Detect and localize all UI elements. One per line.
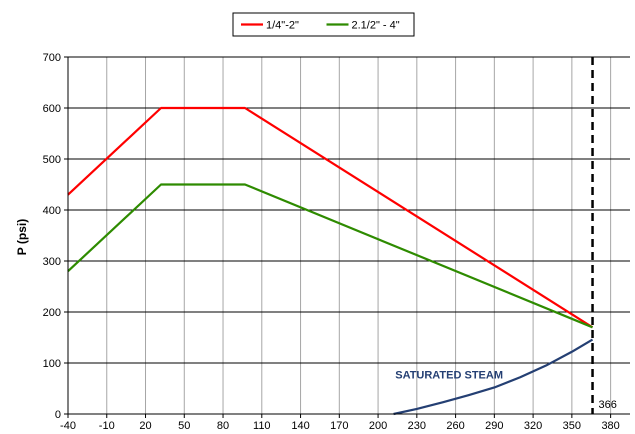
- y-axis-label: P (psi): [15, 219, 29, 255]
- x-tick-label: 320: [524, 420, 542, 432]
- x-tick-label: -40: [60, 420, 76, 432]
- series-layer: [67, 106, 594, 416]
- axis-layer: -40 -10 20 50 80 110 140 170 200 230 260 290 320 350 3…: [43, 52, 630, 432]
- x-tick-label: 170: [330, 420, 348, 432]
- x-tick-label: 110: [253, 420, 271, 432]
- x-tick-label: 350: [563, 420, 581, 432]
- vertical-marker-label: 366: [599, 399, 617, 411]
- x-tick-label: 50: [178, 420, 190, 432]
- x-tick-label: 230: [408, 420, 426, 432]
- series-line-0: [67, 106, 594, 329]
- y-tick-label: 200: [43, 307, 61, 319]
- legend: 1/4"-2" 2.1/2" - 4": [232, 12, 415, 37]
- y-tick-label: 600: [43, 103, 61, 115]
- x-tick-label: 200: [369, 420, 387, 432]
- annotation-layer: 366 SATURATED STEAM: [395, 57, 617, 414]
- x-tick-label: 290: [485, 420, 503, 432]
- grid-layer: [67, 56, 630, 415]
- x-tick-label: 140: [291, 420, 309, 432]
- y-tick-label: 100: [43, 358, 61, 370]
- y-tick-label: 0: [55, 409, 61, 421]
- x-tick-label: -10: [99, 420, 115, 432]
- annotation-label: SATURATED STEAM: [395, 369, 503, 381]
- x-tick-label: 20: [139, 420, 151, 432]
- legend-label: 1/4"-2": [266, 20, 299, 32]
- y-tick-label: 400: [43, 205, 61, 217]
- x-tick-label: 80: [217, 420, 229, 432]
- y-tick-label: 700: [43, 52, 61, 64]
- legend-box: [232, 12, 415, 37]
- series-line-2: [393, 338, 594, 416]
- series-line-1: [67, 183, 593, 329]
- x-tick-label: 260: [446, 420, 464, 432]
- y-tick-label: 500: [43, 154, 61, 166]
- x-tick-label: 380: [601, 420, 619, 432]
- y-tick-label: 300: [43, 256, 61, 268]
- legend-label: 2.1/2" - 4": [352, 20, 400, 32]
